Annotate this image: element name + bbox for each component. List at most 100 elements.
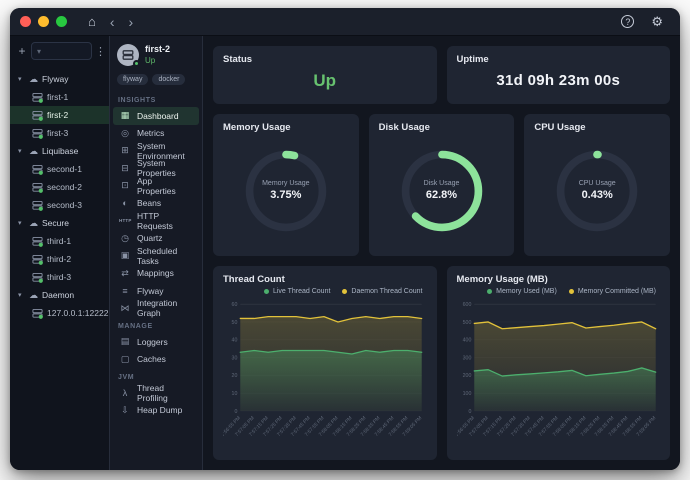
tree-item-second-2[interactable]: second-2	[10, 178, 109, 196]
tree-item-127-0-0-1-12222[interactable]: 127.0.0.1:12222	[10, 304, 109, 322]
gauge-wrap: Disk Usage 62.8%	[379, 133, 505, 248]
legend-item: Memory Used (MB)	[487, 288, 557, 295]
nav-item-label: System Environment	[137, 140, 185, 161]
tree-item-first-3[interactable]: first-3	[10, 124, 109, 142]
svg-text:400: 400	[462, 338, 471, 344]
donut-value: 62.8%	[425, 189, 458, 201]
instance-icon	[32, 236, 43, 247]
zoom-button[interactable]	[56, 16, 67, 27]
forward-icon[interactable]: ›	[128, 13, 134, 30]
tree-item-label: second-3	[47, 200, 82, 210]
app-name: first-2	[145, 44, 171, 55]
nav-item-system-environment[interactable]: ⊞ System Environment	[113, 140, 199, 161]
nav-item-http-requests[interactable]: HTTP HTTP Requests	[113, 211, 199, 231]
nav-item-label: Quartz	[137, 233, 163, 244]
nav-item-system-properties[interactable]: ⊟ System Properties	[113, 158, 199, 178]
donut-gauge: Disk Usage 62.8%	[396, 145, 488, 237]
close-button[interactable]	[20, 16, 31, 27]
filter-icon: ▾	[37, 46, 42, 56]
gauge-card-memory-usage: Memory Usage Memory Usage 3.75%	[213, 114, 359, 256]
tree-group-daemon[interactable]: ▾ ☁ Daemon	[10, 286, 109, 304]
tree-group-label: Liquibase	[42, 146, 79, 156]
tree-item-third-2[interactable]: third-2	[10, 250, 109, 268]
chart-card-1: Memory Usage (MB) Memory Used (MB) Memory …	[446, 266, 670, 460]
nav-item-label: Loggers	[137, 336, 168, 347]
instance-icon	[32, 110, 43, 121]
nav-item-caches[interactable]: ▢ Caches	[113, 351, 199, 369]
donut-label: CPU Usage	[578, 180, 616, 187]
nav-item-loggers[interactable]: ▤ Loggers	[113, 333, 199, 351]
donut-value: 3.75%	[270, 189, 302, 201]
sidebar-menu-icon[interactable]: ⋮	[95, 45, 106, 58]
tree-group-secure[interactable]: ▾ ☁ Secure	[10, 214, 109, 232]
charts-row: Thread Count Live Thread Count Daemon Thre…	[213, 266, 670, 460]
nav-item-quartz[interactable]: ◷ Quartz	[113, 230, 199, 248]
tree-item-first-1[interactable]: first-1	[10, 88, 109, 106]
nav-item-label: Integration Graph	[137, 298, 178, 319]
nav-item-app-properties[interactable]: ⊡ App Properties	[113, 176, 199, 196]
svg-text:10: 10	[232, 391, 238, 397]
status-value: Up	[313, 70, 337, 90]
gear-icon[interactable]: ⚙	[651, 14, 663, 29]
nav-item-mappings[interactable]: ⇄ Mappings	[113, 265, 199, 283]
donut-center: Memory Usage 3.75%	[240, 145, 332, 237]
tree-item-label: third-2	[47, 254, 72, 264]
nav-item-scheduled-tasks[interactable]: ▣ Scheduled Tasks	[113, 245, 199, 266]
legend-label: Daemon Thread Count	[351, 288, 423, 295]
nav-item-label: Heap Dump	[137, 405, 183, 416]
tree-group-label: Flyway	[42, 74, 69, 84]
nav-item-flyway[interactable]: ≡ Flyway	[113, 282, 199, 300]
donut-gauge: CPU Usage 0.43%	[551, 145, 643, 237]
system-environment-icon: ⊞	[121, 145, 129, 156]
tree-item-second-1[interactable]: second-1	[10, 160, 109, 178]
svg-text:50: 50	[232, 320, 238, 326]
beans-icon: ◐	[122, 198, 128, 209]
add-instance-button[interactable]: +	[18, 44, 26, 58]
svg-text:0: 0	[234, 409, 237, 415]
home-icon[interactable]: ⌂	[88, 14, 96, 29]
help-icon[interactable]: ?	[621, 15, 635, 28]
tree-item-label: second-2	[47, 182, 82, 192]
nav-item-integration-graph[interactable]: ⋈ Integration Graph	[113, 298, 199, 319]
instance-icon	[32, 182, 43, 193]
nav-section-insights: INSIGHTS	[118, 97, 156, 104]
donut-svg	[556, 150, 638, 231]
svg-text:20: 20	[232, 373, 238, 379]
chart-legend: Memory Used (MB) Memory Committed (MB)	[457, 285, 661, 296]
nav-item-label: Metrics	[137, 128, 165, 139]
nav-item-label: Scheduled Tasks	[137, 245, 178, 266]
nav-item-label: Thread Profiling	[137, 382, 168, 403]
tree-item-third-1[interactable]: third-1	[10, 232, 109, 250]
nav-item-heap-dump[interactable]: ⇩ Heap Dump	[113, 402, 199, 420]
nav-item-thread-profiling[interactable]: λ Thread Profiling	[113, 382, 199, 403]
donut-label: Memory Usage	[262, 180, 310, 187]
tree-item-second-3[interactable]: second-3	[10, 196, 109, 214]
cloud-icon: ☁	[29, 145, 38, 156]
tree-item-first-2[interactable]: first-2	[10, 106, 109, 124]
tree-group-flyway[interactable]: ▾ ☁ Flyway	[10, 70, 109, 88]
minimize-button[interactable]	[38, 16, 49, 27]
system-properties-icon: ⊟	[121, 162, 129, 173]
tree-item-label: second-1	[47, 164, 82, 174]
back-icon[interactable]: ‹	[109, 13, 115, 30]
nav-item-metrics[interactable]: ◎ Metrics	[113, 125, 199, 143]
heap-dump-icon: ⇩	[121, 404, 129, 415]
caches-icon: ▢	[120, 353, 130, 364]
instance-tree: ▾ ☁ Flyway first-1 first-2 first-3 ▾ ☁ Liquibase…	[10, 68, 109, 470]
mappings-icon: ⇄	[121, 267, 129, 278]
legend-item: Memory Committed (MB)	[568, 288, 656, 295]
dashboard-main: Status Up Uptime 31d 09h 23m 00s Memory …	[203, 36, 680, 470]
chevron-down-icon: ▾	[18, 148, 22, 155]
nav-item-beans[interactable]: ◐ Beans	[113, 195, 199, 213]
filter-input[interactable]: ▾	[31, 42, 92, 60]
tree-item-label: first-2	[47, 110, 69, 120]
donut-value: 0.43%	[581, 189, 613, 201]
metrics-icon: ◎	[121, 127, 129, 138]
tree-item-third-3[interactable]: third-3	[10, 268, 109, 286]
nav-item-dashboard[interactable]: ▦ Dashboard	[113, 107, 199, 125]
legend-dot-icon	[342, 289, 348, 294]
instance-icon	[32, 272, 43, 283]
tree-group-liquibase[interactable]: ▾ ☁ Liquibase	[10, 142, 109, 160]
svg-text:500: 500	[462, 320, 471, 326]
